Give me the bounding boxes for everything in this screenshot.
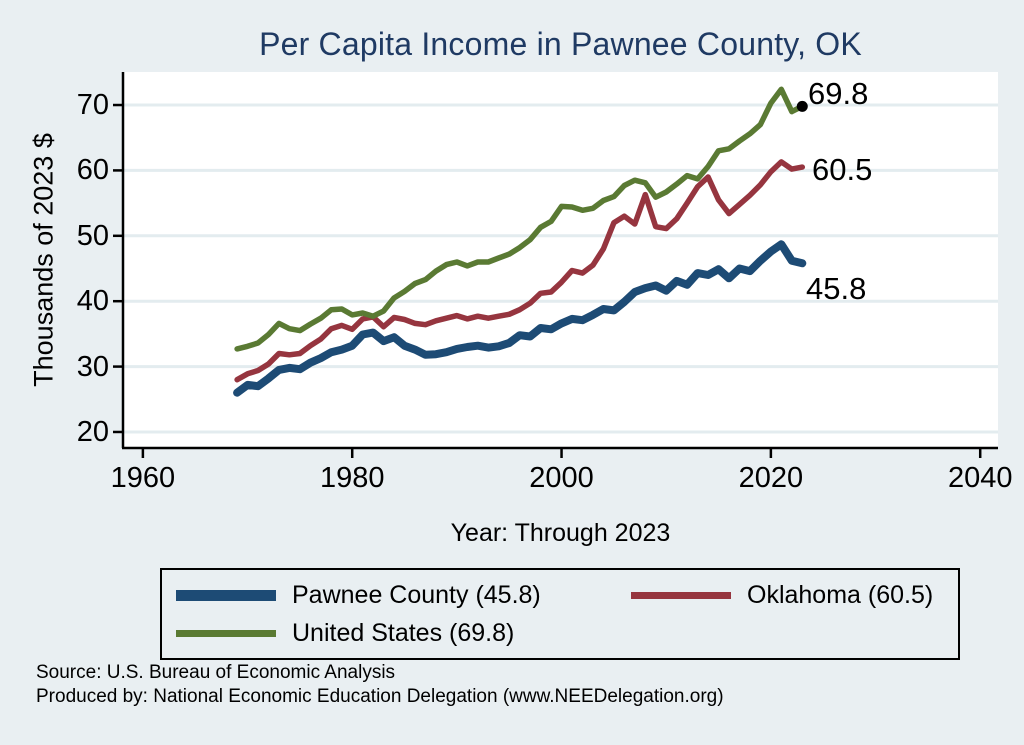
latest-observation-dot-icon <box>796 100 808 112</box>
series-line-united-states <box>234 86 806 352</box>
source-line-2: Produced by: National Economic Education… <box>36 685 724 707</box>
oklahoma-line-swatch-icon <box>631 591 731 599</box>
series-line-oklahoma <box>234 159 806 383</box>
source-note: Source: U.S. Bureau of Economic Analysis… <box>36 661 724 708</box>
y-tick-label: 50 <box>76 219 109 252</box>
legend-item-united-states: United States (69.8) <box>176 619 631 648</box>
legend-label-oklahoma: Oklahoma (60.5) <box>747 580 934 609</box>
y-tick-label: 70 <box>76 89 109 122</box>
y-tick-label: 40 <box>76 285 109 318</box>
legend-label-united-states: United States (69.8) <box>292 618 515 647</box>
united-states-line-swatch-icon <box>176 629 276 637</box>
x-tick-label: 2000 <box>529 462 594 494</box>
legend: Pawnee County (45.8) Oklahoma (60.5) Uni… <box>160 568 960 660</box>
x-tick-label: 2020 <box>738 462 804 494</box>
y-tick-label: 20 <box>76 415 109 448</box>
x-axis-label: Year: Through 2023 <box>450 519 671 547</box>
chart-title: Per Capita Income in Pawnee County, OK <box>259 26 862 62</box>
legend-label-pawnee-county: Pawnee County (45.8) <box>292 580 541 609</box>
y-tick-label: 60 <box>76 154 109 187</box>
legend-item-oklahoma: Oklahoma (60.5) <box>631 581 958 610</box>
x-tick-label: 1960 <box>110 462 176 494</box>
series-end-label-pawnee-county: 45.8 <box>806 271 867 306</box>
x-tick-label: 1980 <box>319 462 385 494</box>
x-tick-label: 2040 <box>947 462 1013 494</box>
series-end-label-oklahoma: 60.5 <box>812 152 873 187</box>
plot-area <box>113 72 998 458</box>
series-end-label-united-states: 69.8 <box>808 76 869 111</box>
series-line-pawnee-county <box>233 240 807 397</box>
source-line-1: Source: U.S. Bureau of Economic Analysis <box>36 662 396 683</box>
legend-item-pawnee-county: Pawnee County (45.8) <box>176 581 631 610</box>
y-tick-label: 30 <box>76 350 109 383</box>
pawnee-county-line-swatch-icon <box>176 589 276 601</box>
